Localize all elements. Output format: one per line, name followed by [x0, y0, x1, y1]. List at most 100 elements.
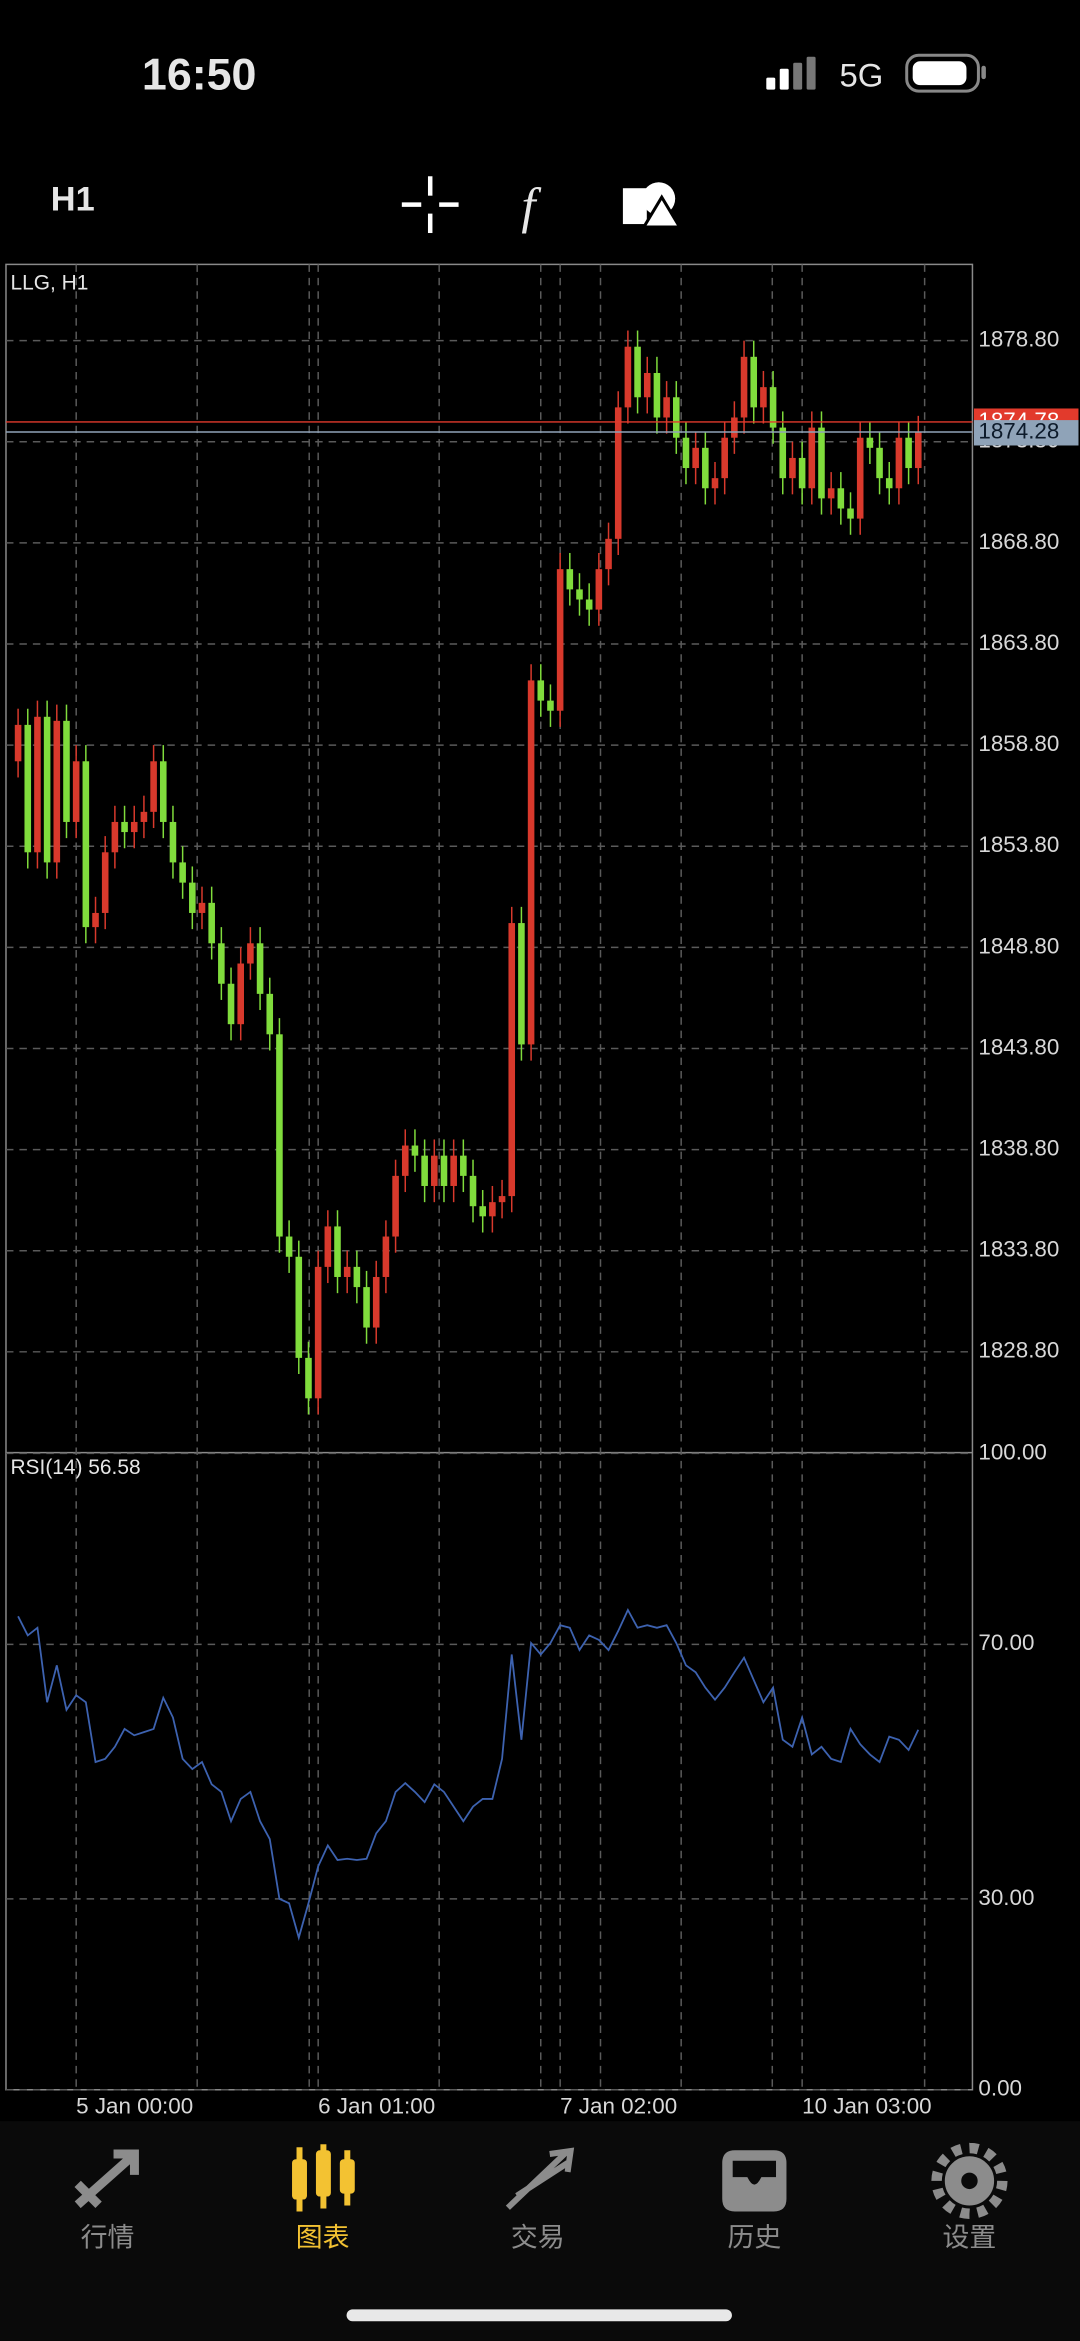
candle-body [905, 437, 912, 469]
candle-body [382, 1236, 390, 1277]
candle-body [537, 680, 545, 701]
indicator-title: RSI(14) 56.58 [10, 1456, 140, 1479]
y-tick-label: 30.00 [978, 1885, 1034, 1910]
nav-label[interactable]: 交易 [511, 2223, 565, 2253]
candle-body [614, 407, 622, 539]
candle-body [460, 1155, 467, 1176]
candle-body [818, 427, 825, 499]
x-tick-label: 10 Jan 03:00 [802, 2094, 931, 2119]
candle-body [179, 862, 186, 883]
nav-label[interactable]: 行情 [81, 2223, 135, 2253]
candle-body [702, 447, 709, 489]
rsi-line [17, 1607, 920, 1941]
candle-body [343, 1266, 351, 1277]
crosshair-button[interactable] [401, 176, 459, 234]
y-tick-label: 100.00 [978, 1439, 1046, 1464]
nav-label[interactable]: 历史 [727, 2223, 781, 2253]
nav-label[interactable]: 设置 [943, 2223, 997, 2253]
candle-body [663, 397, 670, 418]
y-tick-label: 1878.80 [978, 327, 1059, 352]
candle-body [266, 993, 274, 1035]
nav-label[interactable]: 图表 [296, 2223, 350, 2253]
candle-body [431, 1155, 438, 1186]
candle-body [14, 724, 22, 762]
candle-body [101, 852, 109, 913]
candle-body [711, 478, 719, 489]
chart-frame [5, 263, 974, 2091]
candle-body [411, 1145, 419, 1156]
status-time: 16:50 [142, 50, 257, 100]
y-tick-label: 1858.80 [978, 731, 1059, 756]
candle-body [34, 716, 41, 853]
objects-button[interactable] [622, 182, 683, 229]
candle-body [489, 1202, 496, 1217]
candle-body [392, 1175, 399, 1237]
quotes-icon[interactable] [74, 2149, 139, 2209]
candle-body [227, 983, 235, 1025]
y-tick-label: 70.00 [978, 1630, 1034, 1655]
candle-body [779, 427, 787, 479]
candle-body [421, 1155, 428, 1186]
trade-icon[interactable] [505, 2147, 575, 2210]
candle-body [82, 761, 90, 928]
candle-body [556, 569, 564, 711]
candle-body [721, 437, 728, 479]
candle-body [401, 1145, 409, 1176]
candle-body [576, 589, 583, 600]
nav-bar [0, 2121, 1080, 2341]
candle-body [673, 397, 680, 438]
candle-body [498, 1196, 506, 1203]
timeframe-button[interactable]: H1 [51, 181, 95, 219]
candle-body [121, 821, 128, 833]
candle-body [295, 1256, 303, 1358]
candle-body [914, 432, 922, 469]
candle-body [566, 569, 574, 590]
plot: 1828.80 1833.80 1838.80 1843.80 1848.80 1853.… [5, 327, 1079, 2119]
candle-body [440, 1155, 448, 1186]
candle-body [72, 761, 80, 822]
candle-body [353, 1266, 361, 1288]
battery-icon [905, 53, 986, 93]
candle-body [111, 821, 119, 853]
candle-body [276, 1034, 283, 1237]
y-tick-label: 1848.80 [978, 933, 1059, 958]
candle-body [363, 1287, 370, 1328]
candle-body [585, 599, 593, 610]
candle-body [769, 387, 777, 428]
settings-icon[interactable] [931, 2142, 1008, 2219]
y-tick-label: 0.00 [978, 2076, 1022, 2101]
candle-body [450, 1155, 457, 1186]
candle-body [53, 720, 61, 863]
candle-body [479, 1206, 486, 1217]
candle-body [256, 943, 264, 994]
y-tick-label: 1843.80 [978, 1034, 1059, 1059]
bid-label: 1874.28 [978, 419, 1059, 444]
network-label: 5G [839, 57, 883, 94]
candle-body [314, 1266, 322, 1399]
candle-body [692, 447, 699, 469]
chart-icon[interactable] [292, 2144, 355, 2212]
candle-body [324, 1226, 332, 1267]
history-icon[interactable] [722, 2150, 787, 2212]
candle-body [130, 821, 138, 833]
candle-body [547, 700, 554, 711]
candle-body [895, 437, 903, 489]
candle-body [653, 372, 661, 418]
candle-body [43, 716, 51, 863]
candle-body [92, 912, 99, 928]
candle-body [237, 963, 244, 1025]
candle-body [866, 437, 874, 448]
candle-body [334, 1226, 341, 1277]
y-tick-label: 1838.80 [978, 1136, 1059, 1161]
candle-body [808, 427, 816, 489]
candle-body [140, 811, 148, 822]
candle-body [518, 923, 525, 1045]
signal-icon [766, 56, 816, 90]
x-tick-label: 7 Jan 02:00 [560, 2094, 677, 2119]
candle-body [634, 346, 641, 398]
candle-body [876, 447, 883, 479]
y-tick-label: 1868.80 [978, 529, 1059, 554]
candle-body [208, 902, 215, 944]
candle-body [643, 372, 651, 398]
